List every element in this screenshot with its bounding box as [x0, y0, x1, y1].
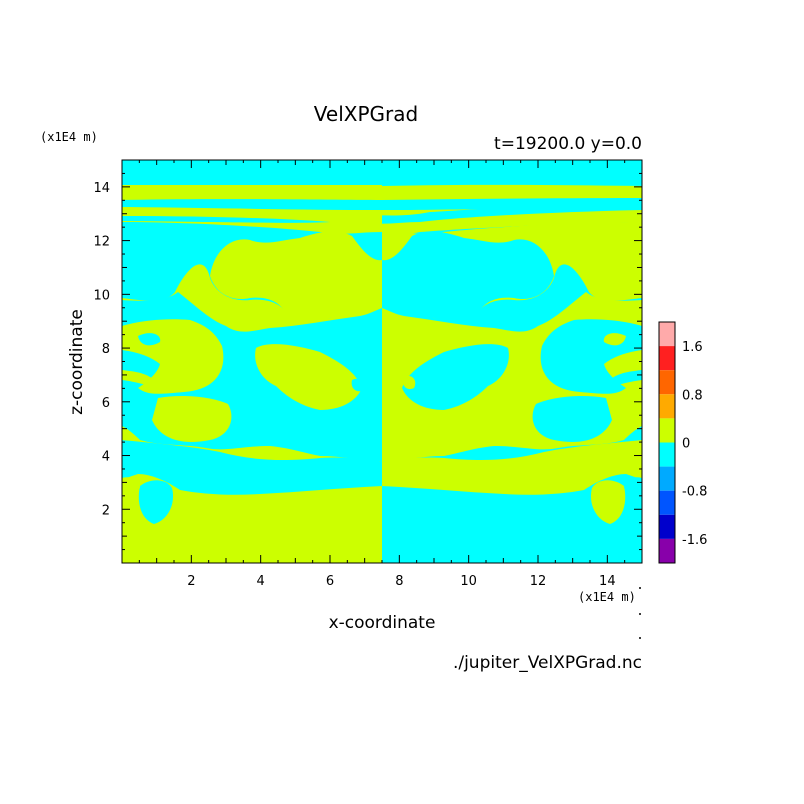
y-axis-label: z-coordinate	[67, 309, 87, 415]
center-fleck-1	[383, 364, 394, 375]
plot-area	[122, 160, 642, 563]
right-small-yellow	[603, 333, 626, 346]
right-cyan-pocket	[466, 370, 484, 387]
x-tick-label: 2	[187, 574, 195, 589]
colorbar-label: 0.8	[682, 388, 703, 403]
y-tick-label: 10	[93, 288, 110, 303]
left-yellow-pocket	[280, 370, 298, 387]
band-mid-cyan	[122, 198, 642, 210]
left-small-cyan	[138, 333, 161, 346]
colorbar-swatch	[659, 490, 675, 515]
chart-subtitle: t=19200.0 y=0.0	[494, 134, 642, 154]
center-fleck-4	[351, 378, 366, 392]
x-unit-label: (x1E4 m)	[578, 590, 636, 604]
colorbar-label: 1.6	[682, 340, 703, 355]
x-tick-label: 14	[599, 574, 616, 589]
right-yellow-bottom-blob	[590, 480, 626, 524]
x-axis-ticks: 2 4 6 8 10 12 14	[138, 160, 626, 589]
left-yellow-blob	[152, 396, 232, 442]
x-axis-label: x-coordinate	[329, 613, 436, 633]
left-small-cyan-2	[236, 433, 259, 447]
stray-dot-markers	[639, 587, 641, 639]
colorbar-label: 0	[682, 437, 690, 452]
colorbar-label: -0.8	[682, 485, 707, 500]
left-yellow-arch	[210, 231, 382, 328]
left-lower-yellow	[255, 344, 362, 410]
band-top-cyan	[122, 160, 642, 185]
right-cyan-arch	[382, 231, 554, 328]
colorbar-swatch	[659, 394, 675, 419]
band-wisp	[122, 216, 330, 223]
colorbar-swatch	[659, 538, 675, 563]
x-tick-label: 12	[530, 574, 547, 589]
band-lower-yellow	[122, 209, 642, 236]
colorbar-swatch	[659, 442, 675, 467]
y-axis-ticks: 2 4 6 8 10 12 14	[93, 172, 642, 551]
colorbar-label: -1.6	[682, 533, 707, 548]
y-unit-label: (x1E4 m)	[40, 130, 98, 144]
y-tick-label: 6	[102, 396, 110, 411]
colorbar-swatch	[659, 514, 675, 539]
x-tick-label: 6	[326, 574, 334, 589]
x-tick-label: 4	[257, 574, 265, 589]
y-tick-label: 4	[102, 450, 110, 465]
right-yellow-lower-band	[382, 440, 642, 495]
colorbar-swatch	[659, 418, 675, 443]
colorbar-swatch	[659, 370, 675, 395]
y-tick-label: 12	[93, 235, 110, 250]
colorbar-frame	[658, 321, 676, 564]
colorbar-swatch	[659, 346, 675, 371]
right-cyan-blob	[532, 396, 612, 442]
center-fleck-3	[402, 375, 416, 390]
colorbar-swatch	[659, 322, 675, 347]
y-tick-label: 2	[102, 503, 110, 518]
right-small-yellow-2	[505, 433, 528, 447]
colorbar: 1.6 0.8 0 -0.8 -1.6	[658, 321, 707, 564]
colorbar-swatch	[659, 466, 675, 491]
y-tick-label: 14	[93, 181, 110, 196]
footer-file-label: ./jupiter_VelXPGrad.nc	[453, 653, 642, 673]
left-cyan-lower-band	[122, 440, 382, 495]
x-tick-label: 8	[395, 574, 403, 589]
right-lower-cyan	[402, 344, 509, 410]
x-tick-label: 10	[460, 574, 477, 589]
center-fleck-2	[373, 378, 381, 387]
chart-title: VelXPGrad	[314, 102, 418, 126]
y-tick-label: 8	[102, 342, 110, 357]
left-cyan-bottom-blob	[138, 480, 174, 524]
